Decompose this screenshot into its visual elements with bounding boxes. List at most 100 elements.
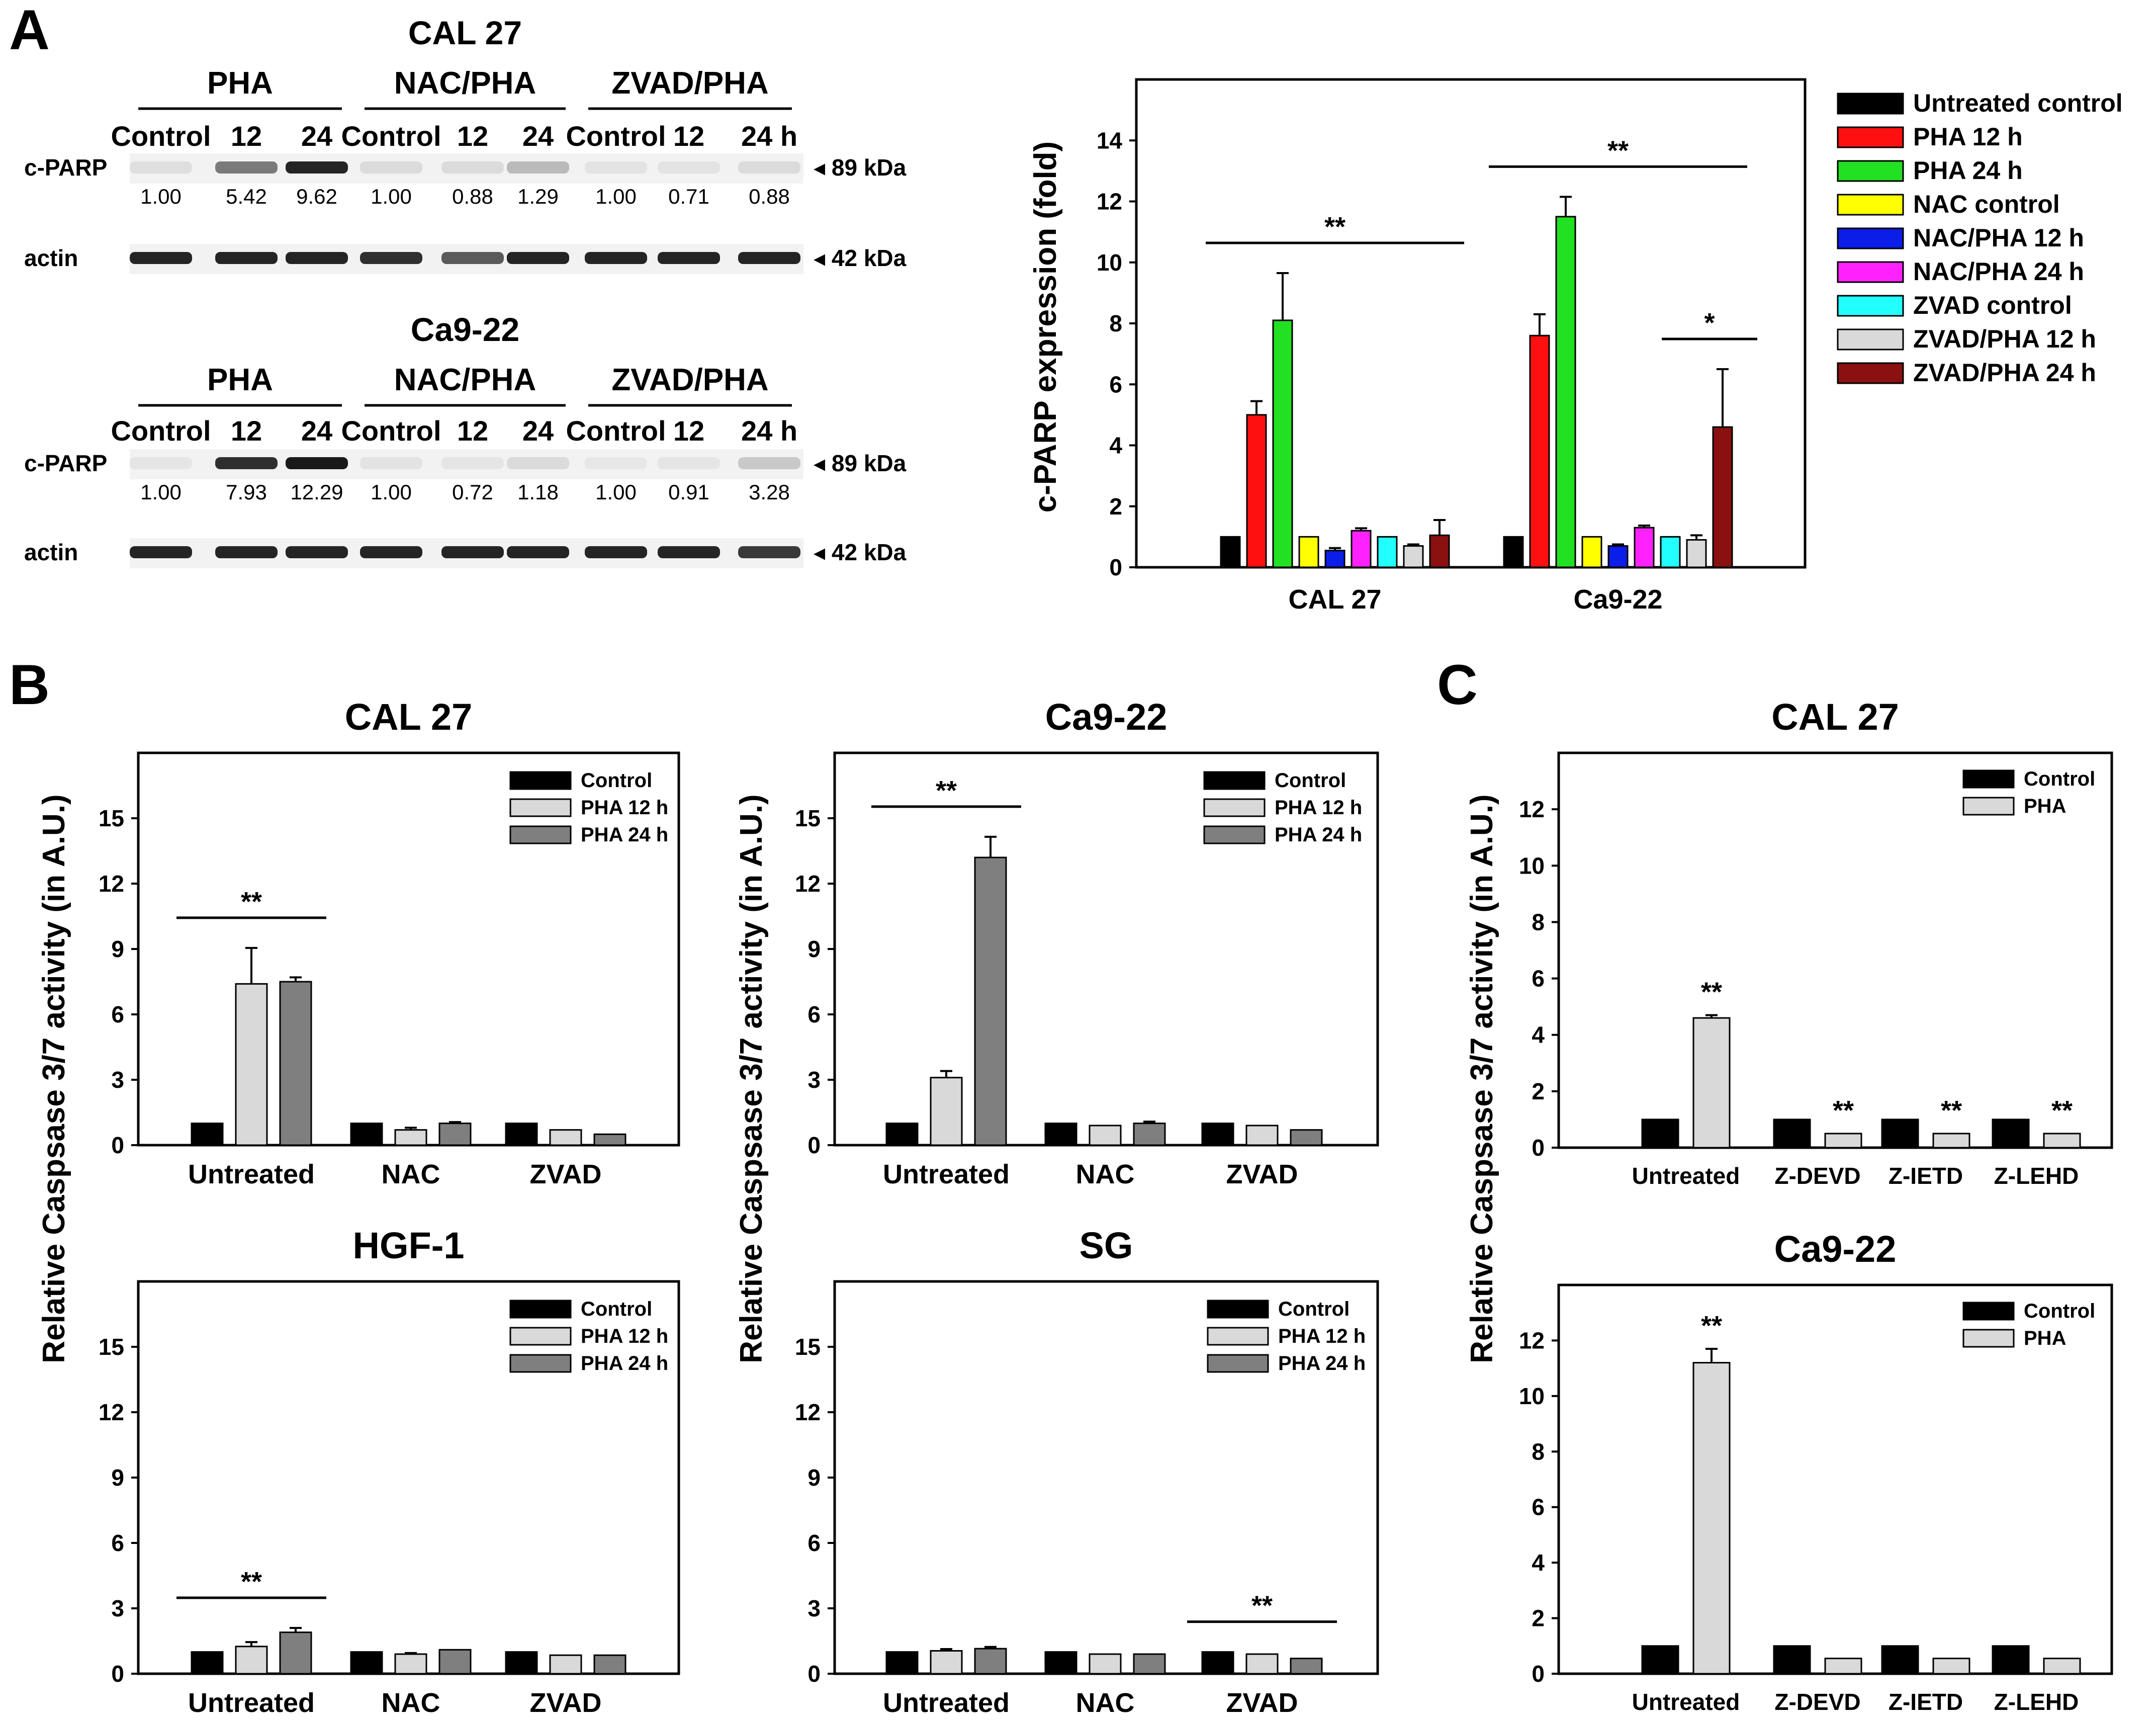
y-tick-label: 4 — [1532, 1549, 1545, 1576]
blot-quant-value: 9.62 — [296, 185, 337, 208]
x-category-label: Untreated — [1632, 1163, 1740, 1189]
legend-label: NAC control — [1913, 190, 2060, 218]
blot-band — [585, 546, 647, 558]
bar — [1044, 1651, 1077, 1675]
y-tick-label: 10 — [1519, 852, 1545, 879]
legend-label: ZVAD/PHA 12 h — [1913, 325, 2096, 353]
y-tick-label: 8 — [1532, 1438, 1545, 1464]
blot-quant-value: 5.42 — [226, 185, 267, 208]
blot-band — [738, 252, 800, 264]
bar — [394, 1653, 427, 1675]
bar — [1377, 536, 1398, 568]
legend-label: ZVAD/PHA 24 h — [1913, 359, 2096, 387]
bar — [1932, 1658, 1970, 1675]
blot-quant-value: 1.00 — [595, 480, 637, 504]
blot-lane-label: 12 — [457, 120, 488, 152]
x-category-label: Z-LEHD — [1994, 1163, 2079, 1189]
legend-swatch — [509, 825, 572, 844]
x-category-label: ZVAD — [530, 1159, 602, 1189]
y-tick-label: 0 — [807, 1661, 821, 1687]
legend-swatch — [509, 771, 572, 790]
legend-swatch — [1207, 1300, 1269, 1319]
x-category-label: CAL 27 — [1288, 584, 1381, 615]
legend-label: PHA 24 h — [581, 824, 668, 846]
y-tick-label: 6 — [111, 1001, 124, 1027]
blot-marker: ◂ 89 kDa — [814, 154, 907, 181]
blot-marker: ◂ 42 kDa — [814, 539, 907, 565]
blot-lane-label: Control — [341, 415, 441, 447]
y-tick-label: 8 — [1109, 310, 1122, 336]
y-tick-label: 3 — [111, 1067, 124, 1093]
y-tick-label: 3 — [807, 1595, 821, 1621]
y-tick-label: 3 — [807, 1067, 821, 1093]
significance-marker: ** — [1701, 1311, 1722, 1341]
legend-swatch — [1837, 126, 1904, 148]
blot-band — [215, 161, 278, 174]
bar — [1351, 530, 1372, 568]
y-tick-label: 10 — [1519, 1383, 1545, 1409]
legend-label: PHA 12 h — [1278, 1325, 1366, 1347]
bar — [394, 1129, 427, 1146]
blot-group-label: NAC/PHA — [394, 66, 536, 101]
y-tick-label: 14 — [1097, 127, 1123, 153]
bar — [1529, 334, 1550, 568]
blot-group-label: NAC/PHA — [394, 363, 536, 397]
blot-band — [286, 161, 348, 174]
legend-swatch — [509, 798, 572, 817]
blot-lane-label: 12 — [231, 415, 262, 447]
blot-band — [658, 161, 720, 174]
legend-swatch — [1837, 194, 1904, 216]
significance-marker: ** — [241, 887, 262, 917]
legend-swatch — [1962, 797, 2015, 816]
blot-band — [360, 252, 422, 264]
significance-marker: * — [1704, 308, 1715, 338]
blot-quant-value: 1.00 — [371, 480, 412, 504]
x-category-label: NAC — [382, 1688, 440, 1718]
bar — [1324, 550, 1345, 568]
y-tick-label: 15 — [99, 1334, 124, 1360]
bar — [1133, 1123, 1166, 1146]
y-tick-label: 12 — [99, 871, 124, 897]
legend-label: Control — [1275, 769, 1346, 792]
blot-title: Ca9-22 — [411, 311, 519, 348]
legend-swatch — [1962, 1302, 2015, 1321]
y-tick-label: 0 — [1532, 1135, 1545, 1161]
blot-quant-value: 0.71 — [668, 185, 709, 208]
blot-band — [585, 457, 647, 469]
blot-band — [738, 546, 800, 558]
blot-quant-value: 1.00 — [595, 185, 637, 208]
blot-quant-value: 1.00 — [140, 185, 182, 208]
bar — [235, 983, 268, 1146]
y-tick-label: 6 — [1532, 1494, 1545, 1520]
y-axis-title: c-PARP expression (fold) — [1028, 141, 1063, 512]
blot-band — [360, 546, 422, 558]
bar — [1881, 1645, 1919, 1675]
panel-b-charts: CAL 27 0 3 6 9 12 15 Relative Caspsase 3/7 acti… — [37, 696, 1379, 1718]
y-axis-title: Relative Caspsase 3/7 activity (in A.U.) — [734, 794, 769, 1363]
blot-band — [738, 161, 800, 174]
bar — [1692, 1017, 1731, 1149]
bar — [1881, 1118, 1919, 1149]
bar — [2043, 1133, 2081, 1149]
legend-swatch — [509, 1327, 572, 1346]
bar — [1220, 536, 1241, 568]
legend-label: PHA 24 h — [1275, 824, 1362, 846]
significance-marker: ** — [1251, 1591, 1273, 1621]
blot-quant-value: 0.88 — [452, 185, 493, 208]
bar — [438, 1123, 472, 1146]
blot-quant-value: 7.93 — [226, 480, 267, 504]
chart-b4: SG 0 3 6 9 12 15 Untreated NAC ZVAD ** Control PHA 1… — [795, 1225, 1379, 1718]
legend-label: Control — [581, 1298, 652, 1320]
bar — [279, 981, 312, 1146]
bar — [1712, 426, 1733, 568]
bar — [1634, 527, 1655, 568]
blot-band — [658, 252, 720, 264]
blot-band — [738, 457, 800, 469]
bar — [1932, 1133, 1970, 1149]
blot-band — [130, 457, 192, 469]
legend-label: ZVAD control — [1913, 291, 2072, 319]
legend-label: Control — [1278, 1298, 1350, 1320]
x-category-label: Untreated — [1632, 1689, 1740, 1715]
legend-swatch — [509, 1354, 572, 1373]
blot-group-label: PHA — [207, 363, 273, 397]
